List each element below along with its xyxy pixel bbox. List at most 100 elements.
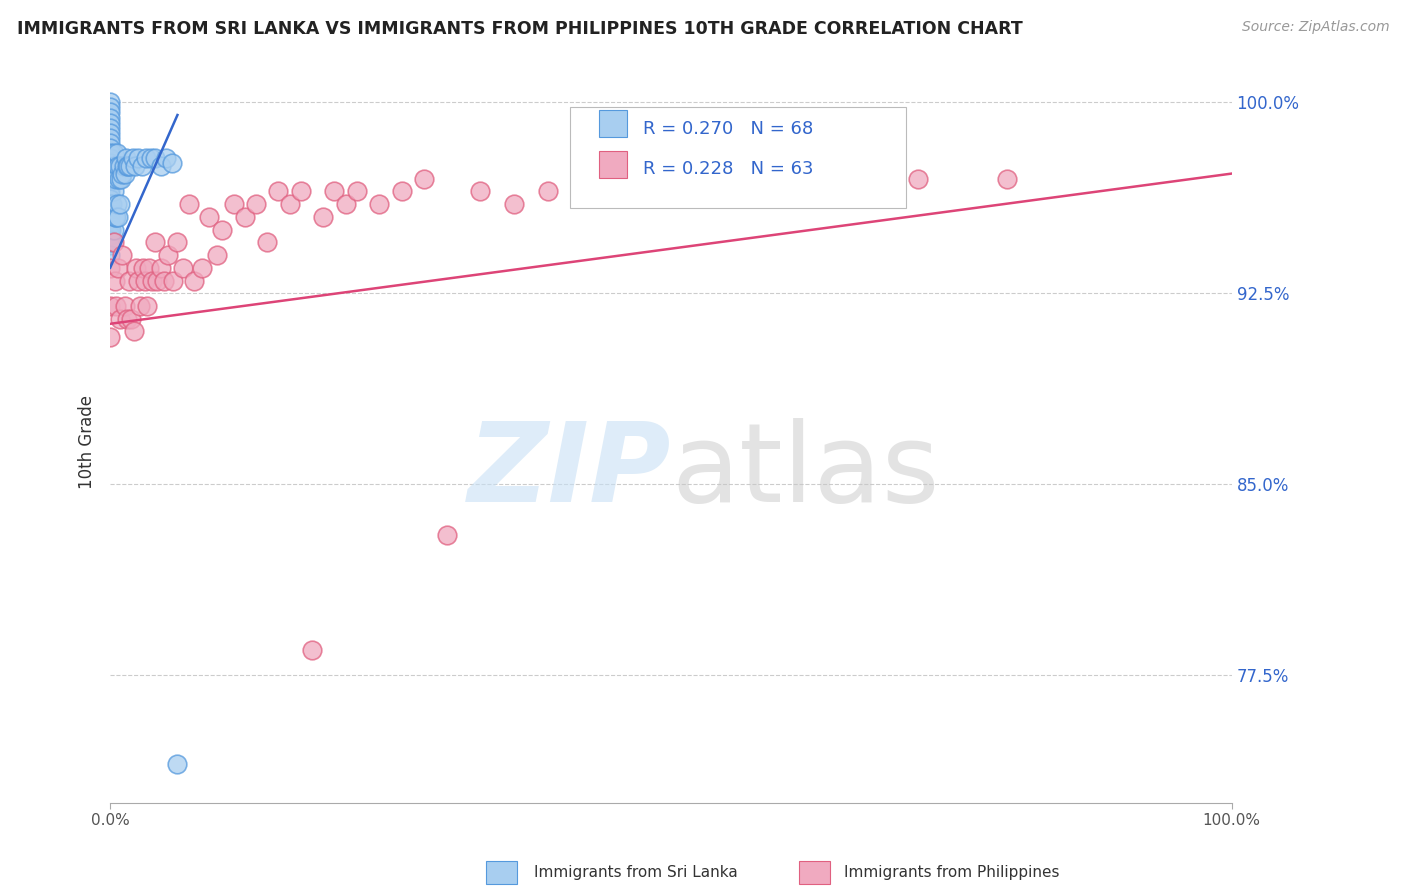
Point <box>98 156 121 170</box>
Point <box>301 642 323 657</box>
Point <box>98 120 121 135</box>
Text: ZIP: ZIP <box>467 417 671 524</box>
Point <box>323 185 346 199</box>
Point <box>98 248 121 262</box>
Bar <box>599 111 627 137</box>
Point <box>98 105 121 120</box>
Point <box>103 146 125 161</box>
Point <box>129 299 152 313</box>
Point <box>108 171 131 186</box>
Point <box>103 235 125 250</box>
Point <box>98 212 121 227</box>
Point <box>131 159 153 173</box>
Point <box>136 299 159 313</box>
Point <box>115 311 138 326</box>
Y-axis label: 10th Grade: 10th Grade <box>79 395 96 489</box>
Point <box>245 197 267 211</box>
Point <box>107 159 129 173</box>
Point <box>267 185 290 199</box>
Text: atlas: atlas <box>671 417 939 524</box>
Point <box>335 197 357 211</box>
Point <box>118 273 141 287</box>
Point <box>104 159 127 173</box>
Text: IMMIGRANTS FROM SRI LANKA VS IMMIGRANTS FROM PHILIPPINES 10TH GRADE CORRELATION : IMMIGRANTS FROM SRI LANKA VS IMMIGRANTS … <box>17 20 1022 37</box>
Point <box>98 167 121 181</box>
Point <box>183 273 205 287</box>
Point <box>98 186 121 201</box>
Point <box>135 151 157 165</box>
Point <box>101 197 124 211</box>
Point <box>162 273 184 287</box>
Point <box>98 222 121 236</box>
Point <box>98 177 121 191</box>
Point <box>110 159 132 173</box>
Point <box>101 235 124 250</box>
Point <box>125 260 148 275</box>
Point <box>143 235 166 250</box>
Point <box>111 167 134 181</box>
Point <box>134 273 156 287</box>
Point <box>98 95 121 110</box>
Point <box>104 210 127 224</box>
Text: Source: ZipAtlas.com: Source: ZipAtlas.com <box>1241 20 1389 34</box>
Point <box>98 233 121 247</box>
Point <box>211 222 233 236</box>
Point <box>98 141 121 155</box>
Point <box>98 207 121 221</box>
Point <box>138 260 160 275</box>
Point <box>98 182 121 196</box>
Point <box>121 151 143 165</box>
FancyBboxPatch shape <box>569 107 907 208</box>
Point <box>98 131 121 145</box>
Point <box>149 159 172 173</box>
Point <box>155 151 177 165</box>
Text: Immigrants from Philippines: Immigrants from Philippines <box>844 865 1059 880</box>
Point <box>117 159 139 173</box>
Point <box>436 528 458 542</box>
Point <box>146 273 169 287</box>
Point <box>115 151 138 165</box>
Point <box>98 202 121 217</box>
Point <box>114 167 136 181</box>
Point <box>312 210 335 224</box>
Point <box>614 185 637 199</box>
Point <box>100 222 122 236</box>
Point <box>659 171 682 186</box>
Point <box>346 185 368 199</box>
Point <box>104 299 127 313</box>
Point <box>716 185 738 199</box>
Point <box>98 151 121 165</box>
Point <box>103 185 125 199</box>
Point <box>205 248 228 262</box>
Point <box>105 197 128 211</box>
Point <box>166 757 188 772</box>
Point <box>172 260 194 275</box>
Point <box>98 126 121 140</box>
Point <box>413 171 436 186</box>
Point <box>98 136 121 150</box>
Point <box>536 185 558 199</box>
Point <box>222 197 245 211</box>
Point <box>124 159 146 173</box>
Point <box>110 311 132 326</box>
Point <box>98 299 121 313</box>
Text: R = 0.228   N = 63: R = 0.228 N = 63 <box>643 160 814 178</box>
Point <box>198 210 221 224</box>
Point <box>112 159 135 173</box>
Point <box>141 273 163 287</box>
Point <box>114 299 136 313</box>
Point <box>278 197 301 211</box>
Point <box>149 260 172 275</box>
Point <box>98 146 121 161</box>
Point <box>110 171 132 186</box>
Point <box>120 159 142 173</box>
Point <box>290 185 312 199</box>
Point <box>153 273 176 287</box>
Point <box>143 151 166 165</box>
Point <box>98 111 121 125</box>
Point <box>191 260 214 275</box>
Point <box>569 185 592 199</box>
Point <box>177 197 200 211</box>
Point <box>105 146 128 161</box>
Point <box>104 273 127 287</box>
